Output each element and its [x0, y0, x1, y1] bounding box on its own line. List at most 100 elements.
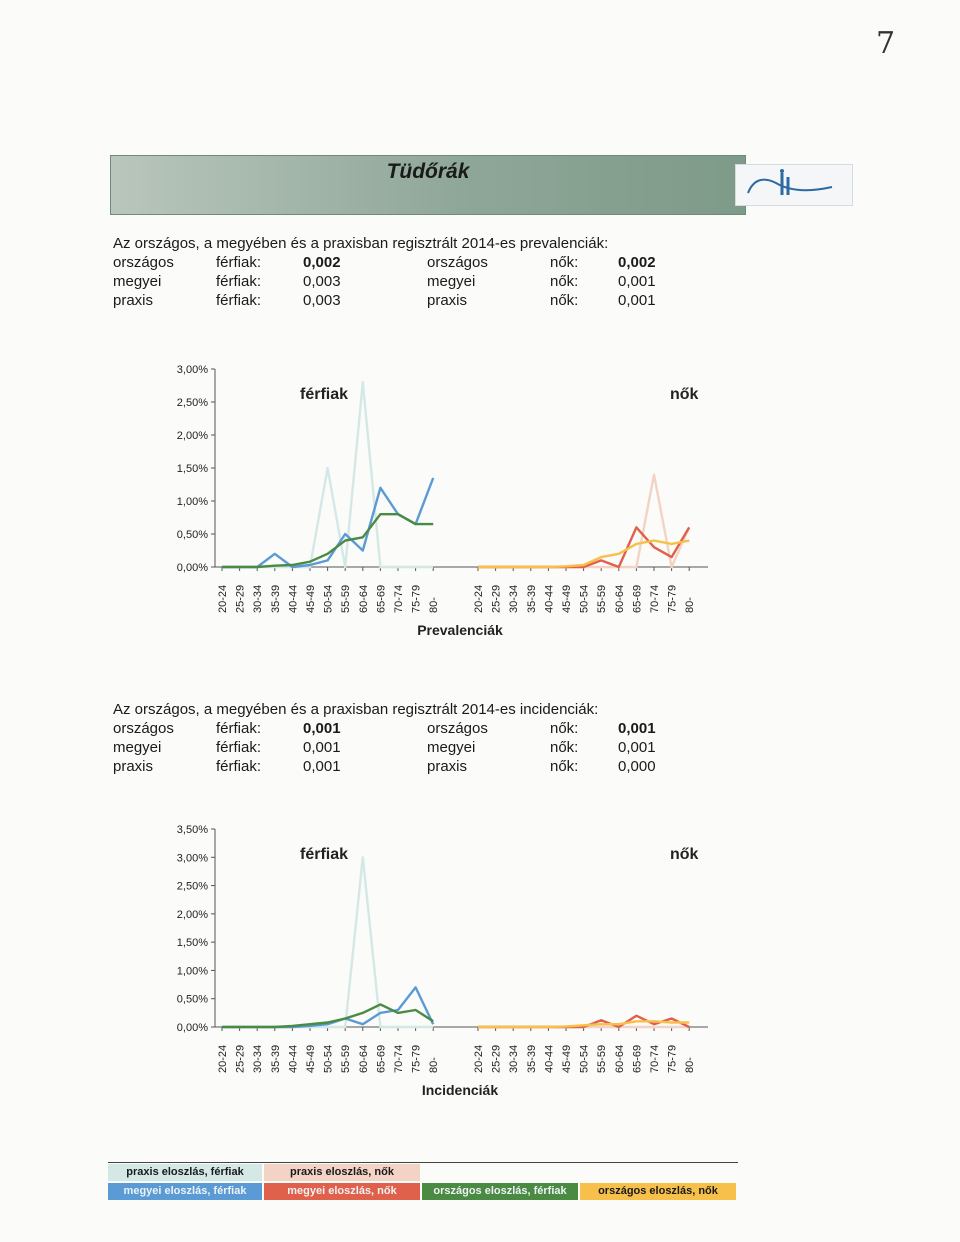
title-banner: Tüdőrák — [110, 155, 853, 215]
row-value: 0,002 — [618, 254, 656, 271]
x-tick-label: 40-44 — [543, 585, 555, 613]
x-tick-label: 50-54 — [323, 1045, 335, 1073]
x-tick-label: 50-54 — [579, 1045, 591, 1073]
row-sex: férfiak: — [216, 273, 262, 290]
series-line — [222, 1003, 434, 1029]
legend-rule — [108, 1162, 738, 1163]
series-line — [222, 512, 434, 569]
row-label: praxis — [113, 292, 154, 309]
prevalence-chart-svg: 0,00% 0,50% 1,00% 1,50% 2,00% 2,50% 3,00% 20-24… — [177, 364, 708, 638]
prevalence-section: Az országos, a megyében és a praxisban r… — [113, 234, 656, 310]
x-tick-label: 80- — [684, 597, 696, 613]
x-tick-label: 65-69 — [631, 585, 643, 613]
x-tick-label: 35-39 — [526, 585, 538, 613]
x-tick-label: 65-69 — [375, 585, 387, 613]
x-tick-label: 20-24 — [217, 1045, 229, 1073]
x-tick-label: 20-24 — [473, 585, 485, 613]
row-value: 0,001 — [618, 273, 656, 290]
y-tick-label: 2,00% — [177, 909, 208, 921]
series-line — [478, 1020, 690, 1029]
prevalence-row-national: országos férfiak: 0,002 országos nők: 0,… — [113, 253, 656, 272]
x-tick-label: 60-64 — [358, 1045, 370, 1073]
y-tick-label: 3,50% — [177, 824, 208, 836]
panel-label: nők — [670, 386, 699, 403]
legend-item-megyei-ferfiak: megyei eloszlás, férfiak — [108, 1183, 262, 1200]
x-tick-label: 60-64 — [358, 585, 370, 613]
prevalence-chart: 0,00% 0,50% 1,00% 1,50% 2,00% 2,50% 3,00% 20-24… — [160, 355, 720, 645]
y-tick-label: 1,50% — [177, 463, 208, 475]
x-tick-label: 55-59 — [340, 1045, 352, 1073]
series-line — [222, 856, 434, 1029]
x-axis-title: Incidenciák — [422, 1082, 498, 1098]
x-tick-label: 75-79 — [411, 585, 423, 613]
panel-label: férfiak — [300, 386, 348, 403]
row-value: 0,003 — [303, 292, 341, 309]
row-sex: nők: — [550, 720, 579, 737]
row-sex: férfiak: — [216, 720, 262, 737]
row-value: 0,000 — [618, 758, 656, 775]
x-tick-label: 80- — [428, 597, 440, 613]
row-sex: nők: — [550, 292, 579, 309]
y-tick-label: 1,50% — [177, 937, 208, 949]
x-tick-label: 25-29 — [235, 585, 247, 613]
x-tick-label: 60-64 — [614, 585, 626, 613]
x-tick-label: 80- — [684, 1057, 696, 1073]
page-number: 7 — [876, 26, 896, 61]
series-line — [478, 473, 691, 569]
incidence-row-practice: praxis férfiak: 0,001 praxis nők: 0,000 — [113, 757, 656, 776]
logo — [735, 164, 853, 206]
x-tick-label: 65-69 — [631, 1045, 643, 1073]
x-tick-label: 50-54 — [579, 585, 591, 613]
y-tick-label: 0,50% — [177, 529, 208, 541]
x-tick-label: 45-49 — [561, 1045, 573, 1073]
y-tick-label: 0,50% — [177, 994, 208, 1006]
row-value: 0,003 — [303, 273, 341, 290]
y-tick-label: 2,50% — [177, 397, 208, 409]
row-value: 0,001 — [618, 720, 656, 737]
x-tick-label: 30-34 — [508, 585, 520, 613]
x-tick-label: 75-79 — [667, 585, 679, 613]
y-tick-label: 2,00% — [177, 430, 208, 442]
y-tick-label: 0,00% — [177, 1022, 208, 1034]
x-tick-label: 40-44 — [543, 1045, 555, 1073]
x-tick-label: 35-39 — [270, 585, 282, 613]
prevalence-heading: Az országos, a megyében és a praxisban r… — [113, 235, 609, 252]
row-sex: nők: — [550, 758, 579, 775]
x-tick-label: 70-74 — [393, 585, 405, 613]
x-tick-label: 55-59 — [596, 585, 608, 613]
row-sex: férfiak: — [216, 292, 262, 309]
incidence-section: Az országos, a megyében és a praxisban r… — [113, 700, 656, 776]
banner-title: Tüdőrák — [386, 160, 470, 183]
row-label: praxis — [113, 758, 154, 775]
x-tick-label: 20-24 — [473, 1045, 485, 1073]
panel-label: férfiak — [300, 846, 348, 863]
row-label: országos — [113, 254, 174, 271]
x-axis-title: Prevalenciák — [417, 622, 503, 638]
panel-label: nők — [670, 846, 699, 863]
x-tick-label: 30-34 — [252, 1045, 264, 1073]
row-label: országos — [427, 254, 488, 271]
row-label: megyei — [427, 739, 476, 756]
row-sex: férfiak: — [216, 739, 262, 756]
x-tick-label: 45-49 — [305, 585, 317, 613]
row-sex: nők: — [550, 739, 579, 756]
row-sex: nők: — [550, 254, 579, 271]
prevalence-row-practice: praxis férfiak: 0,003 praxis nők: 0,001 — [113, 291, 656, 310]
legend-item-orszagos-ferfiak: országos eloszlás, férfiak — [422, 1183, 578, 1200]
x-tick-label: 25-29 — [491, 585, 503, 613]
series-line — [478, 539, 690, 569]
row-label: praxis — [427, 758, 468, 775]
x-tick-label: 65-69 — [375, 1045, 387, 1073]
x-tick-label: 55-59 — [596, 1045, 608, 1073]
incidence-row-national: országos férfiak: 0,001 országos nők: 0,… — [113, 719, 656, 738]
y-tick-label: 3,00% — [177, 852, 208, 864]
row-label: praxis — [427, 292, 468, 309]
logo-graphic — [747, 169, 833, 195]
series-line — [222, 381, 434, 569]
incidence-chart-svg: 0,00% 0,50% 1,00% 1,50% 2,00% 2,50% 3,00% 3,50%… — [177, 824, 708, 1098]
chart-legend: praxis eloszlás, férfiak praxis eloszlás… — [108, 1162, 738, 1202]
x-tick-label: 70-74 — [649, 585, 661, 613]
x-tick-label: 45-49 — [561, 585, 573, 613]
x-tick-label: 75-79 — [667, 1045, 679, 1073]
series-line — [222, 986, 435, 1029]
